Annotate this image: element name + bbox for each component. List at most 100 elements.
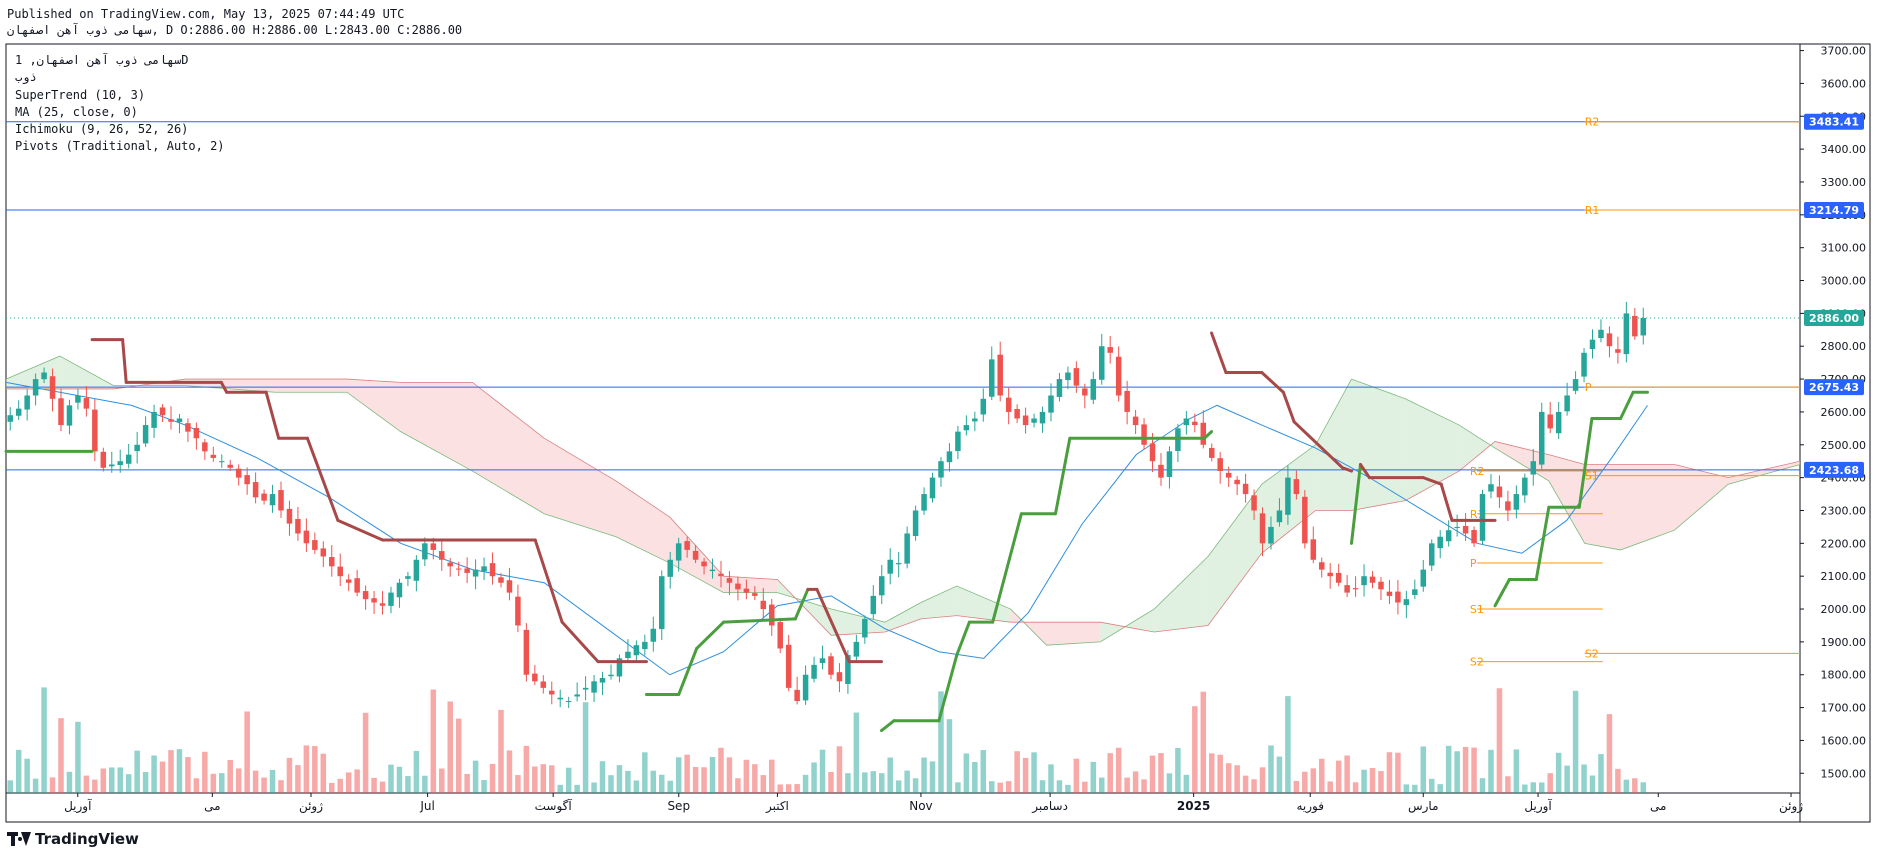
candle-body [1310,539,1317,560]
tradingview-logo[interactable]: TradingView [7,830,139,848]
y-tick-label: 3600.00 [1821,77,1867,90]
candle-body [396,582,403,598]
volume-bar [227,760,233,793]
volume-bar [709,756,716,793]
volume-bar [1048,764,1054,793]
volume-bar [895,780,902,793]
volume-bar [1606,714,1613,793]
brand-name: TradingView [35,830,139,848]
volume-bar [1132,771,1139,793]
volume-bar [912,778,919,793]
candle-body [802,674,809,701]
candle-body [41,372,47,380]
plot-frame [5,43,1871,823]
legend-symbol[interactable]: سهامی ذوب آهن اصفهان, 1D [15,53,189,67]
candle-body [159,407,166,416]
volume-bar [193,778,200,793]
candle-body [1598,329,1604,339]
volume-bar [1268,745,1274,793]
volume-bar [701,767,707,793]
candle-body [1217,458,1223,472]
volume-bar [1632,778,1638,793]
cloud-segment [615,480,670,564]
price-tag-label: 3214.79 [1809,204,1859,217]
volume-bar [836,746,843,793]
price-tags: 3483.41 3214.79 2675.43 2423.68 2886.00 [1804,113,1864,478]
volume-bar [447,701,453,793]
candle-body [718,573,724,577]
x-tick-label: می [1650,799,1666,813]
volume-bar [1115,747,1122,793]
candle-body [1344,585,1350,593]
volume-bar [1099,777,1105,793]
candle-body [633,645,640,656]
volume-bar [794,784,800,793]
volume-bar [565,767,572,793]
candle-body [235,468,242,478]
volume-bar [599,761,606,793]
volume-bar [1073,758,1080,793]
candle-body [667,559,673,577]
candle-body [1538,411,1545,465]
candle-body [836,672,843,682]
pivot-label: S2 [1470,656,1484,669]
candle-body [1395,591,1401,603]
legend-ichimoku[interactable]: Ichimoku (9, 26, 52, 26) [15,122,189,137]
legend-supertrend[interactable]: SuperTrend (10, 3) [15,87,146,102]
candle-body [261,493,267,501]
volume-bar [396,766,403,793]
volume-bar [1251,779,1257,793]
candle-body [1530,461,1537,475]
supertrend-segment [1577,417,1594,509]
volume-bar [1302,771,1308,793]
y-tick-label: 3400.00 [1821,143,1867,156]
candle-body [895,563,902,565]
volume-bar [15,749,22,793]
volume-bar [769,759,775,793]
supertrend-segment [695,620,726,650]
volume-bar [202,751,208,793]
volume-bar [1065,784,1071,793]
legend-ma[interactable]: MA (25, close, 0) [15,104,138,119]
candle-body [219,461,225,463]
cloud-segment [956,586,1011,623]
candle-body [1014,408,1020,419]
cloud-segment [1405,398,1460,501]
time-axis[interactable]: آوریل می ژوئن Jul آگوست Sep اکتبر Nov دسامبر 2025… [64,793,1803,814]
candle-body [506,580,513,593]
volume-bar [929,761,936,793]
cloud-segment [1154,556,1208,633]
candle-body [7,415,13,422]
supertrend-segment [793,587,810,621]
candle-body [295,519,301,534]
price-axis[interactable]: 1500.00 1600.00 1700.00 1800.00 1900.00 2000.… [1800,45,1866,781]
volume-bar [1166,773,1173,793]
y-tick-label: 2300.00 [1821,504,1867,517]
cloud-segment [1584,464,1621,550]
volume-bar [481,780,487,793]
volume-bar [49,777,56,793]
volume-bar [303,745,310,793]
candle-body [599,678,606,683]
candle-body [1471,530,1477,544]
volume-bar [498,709,504,793]
volume-bar [811,762,817,793]
supertrend-segment [991,512,1023,624]
volume-bar [1530,782,1537,793]
legend-pivots[interactable]: Pivots (Traditional, Auto, 2) [15,139,225,154]
candle-body [1361,576,1367,586]
volume-bar [980,750,987,793]
volume-bar [1428,778,1435,793]
x-tick-label: آوریل [1524,798,1552,814]
volume-bar [684,754,690,793]
candle-body [904,533,910,564]
volume-bar [1369,767,1376,793]
candle-body [193,427,200,439]
volume-bar [1378,771,1384,793]
volume-bar [1462,746,1469,793]
candle-body [447,562,453,567]
candle-body [66,405,73,426]
cloud-segment [59,356,114,389]
candle-body [345,579,352,583]
